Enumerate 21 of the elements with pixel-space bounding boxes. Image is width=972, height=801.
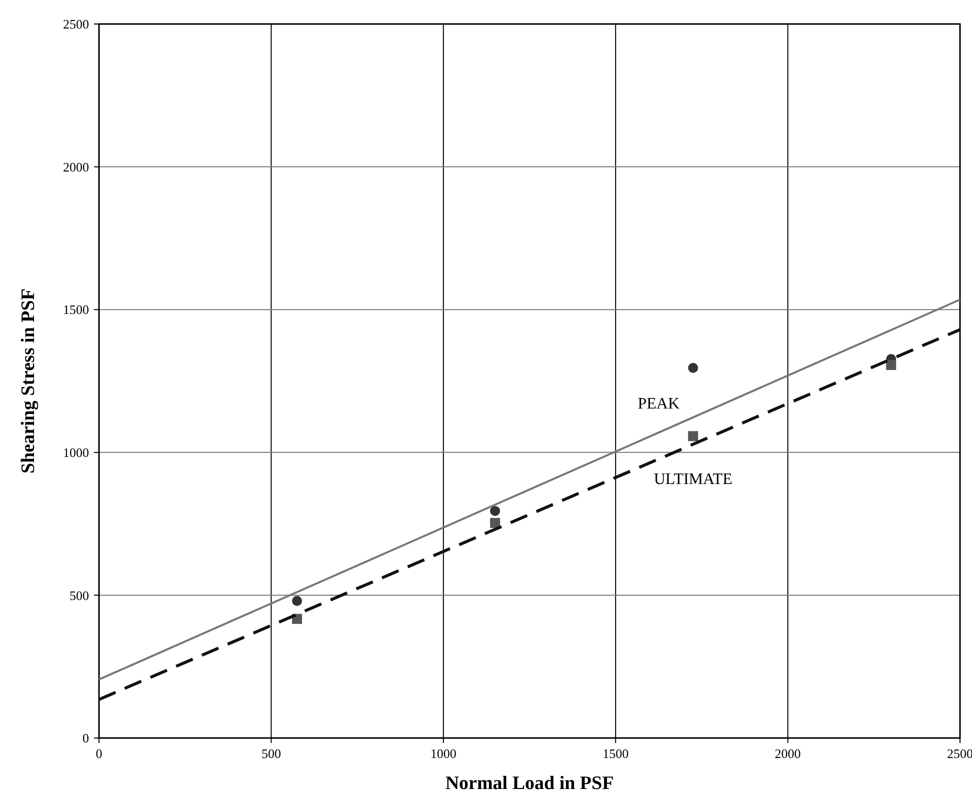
y-tick-label: 2000: [63, 159, 89, 174]
series-label: ULTIMATE: [654, 471, 732, 488]
x-tick-label: 0: [96, 746, 102, 761]
point: [688, 431, 698, 442]
x-tick-label: 1500: [602, 746, 629, 761]
y-axis-title: Shearing Stress in PSF: [18, 288, 39, 474]
point: [490, 506, 500, 516]
x-tick-label: 1000: [430, 746, 456, 761]
y-tick-label: 1000: [63, 444, 89, 460]
point: [886, 360, 896, 370]
x-axis-title: Normal Load in PSF: [445, 773, 614, 794]
y-tick-label: 0: [82, 730, 89, 746]
point: [490, 518, 500, 528]
y-tick-label: 2500: [63, 16, 89, 32]
x-tick-label: 500: [261, 746, 281, 761]
series-label: PEAK: [638, 396, 680, 413]
point: [292, 596, 302, 606]
x-tick-label: 2000: [774, 746, 801, 761]
point: [688, 362, 698, 373]
y-tick-label: 500: [70, 588, 89, 603]
y-tick-label: 1500: [63, 302, 89, 318]
